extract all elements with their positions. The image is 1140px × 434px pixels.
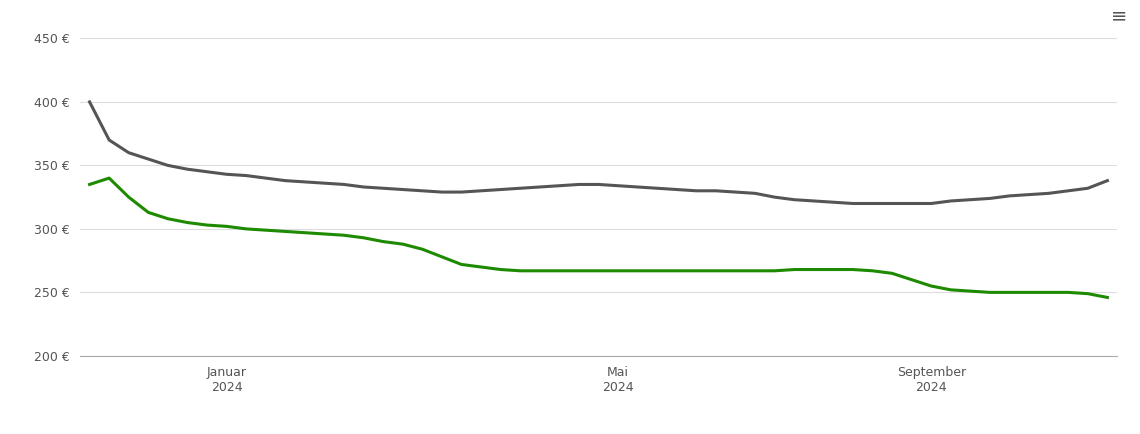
Legend: lose Ware, Sackware: lose Ware, Sackware [491, 430, 706, 434]
Text: ≡: ≡ [1112, 6, 1127, 25]
